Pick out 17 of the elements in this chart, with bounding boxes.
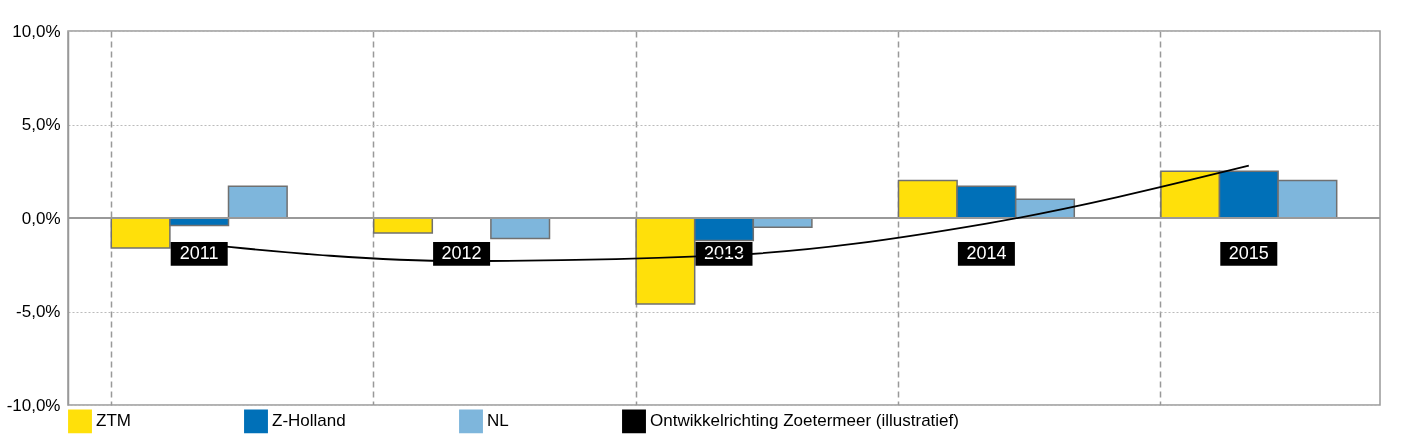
bar: [490, 217, 551, 240]
y-tick-label: 5,0%: [21, 115, 61, 134]
legend-label: ZTM: [96, 411, 131, 431]
y-tick-label: -10,0%: [6, 395, 61, 415]
legend-label: NL: [487, 411, 509, 431]
x-tick-label: 2013: [703, 242, 745, 263]
y-tick-label: 0,0%: [21, 208, 61, 228]
x-tick-label: 2012: [441, 242, 482, 263]
x-tick-label: 2015: [1228, 242, 1269, 263]
legend-label: Ontwikkelrichting Zoetermeer (illustratief): [650, 411, 959, 431]
legend-label: Z-Holland: [272, 411, 346, 431]
bar: [227, 185, 288, 219]
bar: [372, 217, 434, 234]
x-tick-label: 2014: [966, 242, 1007, 263]
y-tick-label: -5,0%: [16, 302, 61, 321]
x-tick-label: 2011: [179, 242, 219, 263]
y-tick-label: 10,0%: [12, 21, 61, 41]
